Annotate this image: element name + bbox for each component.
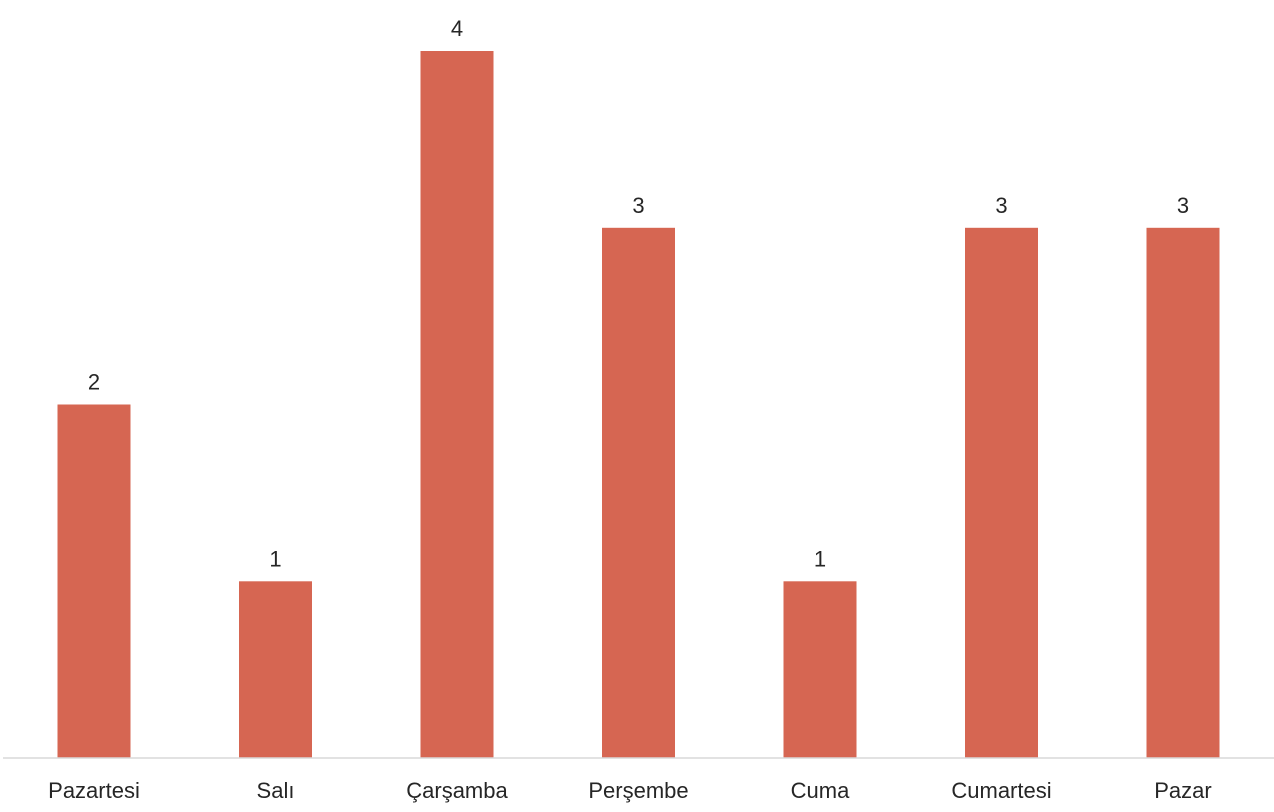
bars-layer: [57, 51, 1220, 759]
bar-1: [239, 581, 312, 759]
data-label-0: 2: [88, 370, 100, 395]
data-label-2: 4: [451, 16, 463, 41]
bar-4: [783, 581, 857, 759]
data-label-6: 3: [1177, 193, 1189, 218]
data-label-3: 3: [632, 193, 644, 218]
category-labels-layer: Pazartesi Salı Çarşamba Perşembe Cuma Cumarte…: [48, 778, 1212, 803]
category-label-0: Pazartesi: [48, 778, 140, 803]
category-label-3: Perşembe: [588, 778, 688, 803]
bar-0: [57, 404, 131, 758]
category-label-2: Çarşamba: [406, 778, 508, 803]
category-label-4: Cuma: [791, 778, 850, 803]
data-label-5: 3: [995, 193, 1007, 218]
category-label-1: Salı: [257, 778, 295, 803]
bar-6: [1146, 227, 1220, 759]
bar-3: [602, 227, 675, 759]
data-label-1: 1: [269, 546, 281, 571]
category-label-5: Cumartesi: [951, 778, 1051, 803]
data-label-4: 1: [814, 546, 826, 571]
bar-5: [965, 227, 1038, 759]
bar-2: [420, 51, 494, 758]
data-labels-layer: 2 1 4 3 1 3 3: [88, 16, 1189, 571]
category-label-6: Pazar: [1154, 778, 1211, 803]
